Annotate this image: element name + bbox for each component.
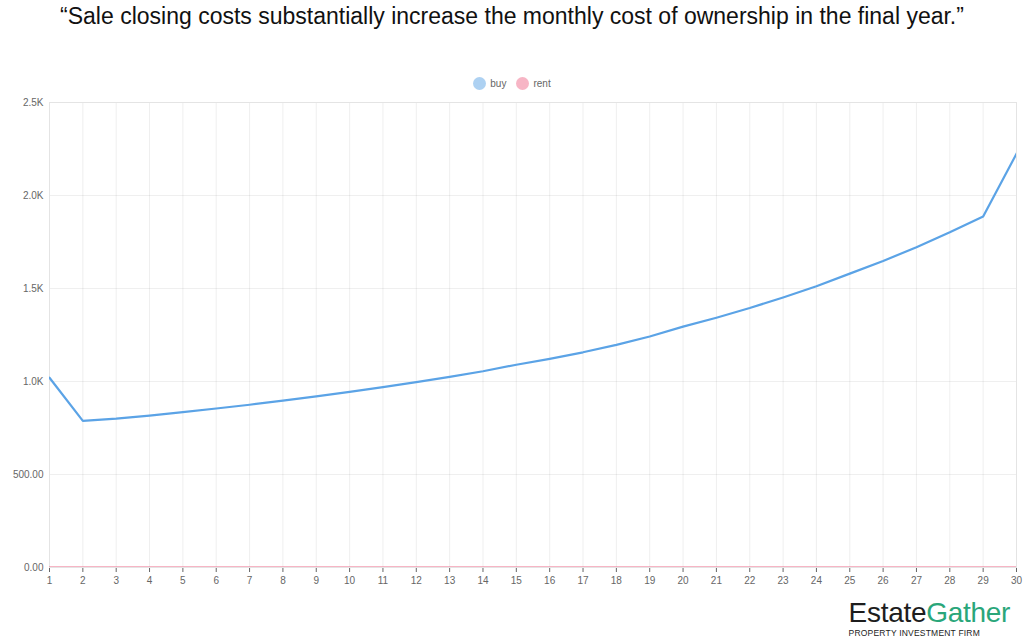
svg-text:8: 8 (280, 575, 286, 586)
svg-text:10: 10 (344, 575, 356, 586)
svg-text:18: 18 (611, 575, 623, 586)
svg-text:20: 20 (677, 575, 689, 586)
svg-text:22: 22 (744, 575, 756, 586)
svg-text:4: 4 (147, 575, 153, 586)
svg-text:3: 3 (113, 575, 119, 586)
svg-text:15: 15 (511, 575, 523, 586)
svg-text:14: 14 (477, 575, 489, 586)
svg-text:2.5K: 2.5K (23, 97, 44, 108)
html-text:rent: rent (533, 77, 551, 89)
svg-text:5: 5 (180, 575, 186, 586)
svg-text:23: 23 (778, 575, 790, 586)
svg-text:13: 13 (444, 575, 456, 586)
svg-text:1.0K: 1.0K (23, 376, 44, 387)
svg-text:1.5K: 1.5K (23, 283, 44, 294)
svg-text:27: 27 (911, 575, 923, 586)
svg-text:0.00: 0.00 (24, 562, 44, 573)
svg-text:9: 9 (313, 575, 319, 586)
svg-text:500.00: 500.00 (13, 469, 44, 480)
svg-text:2: 2 (80, 575, 86, 586)
svg-text:11: 11 (378, 575, 389, 586)
html-text:PROPERTY INVESTMENT FIRM: PROPERTY INVESTMENT FIRM (848, 628, 980, 638)
svg-text:21: 21 (711, 575, 723, 586)
svg-text:29: 29 (978, 575, 990, 586)
svg-text:30: 30 (1011, 575, 1023, 586)
svg-text:16: 16 (544, 575, 556, 586)
svg-text:2.0K: 2.0K (23, 190, 44, 201)
svg-text:7: 7 (247, 575, 253, 586)
html-text:buy: buy (490, 77, 507, 89)
html-text:Estate Gather: Estate Gather (848, 597, 1010, 628)
svg-text:26: 26 (878, 575, 890, 586)
svg-text:24: 24 (811, 575, 823, 586)
svg-text:19: 19 (644, 575, 656, 586)
svg-text:6: 6 (213, 575, 219, 586)
svg-text:28: 28 (944, 575, 956, 586)
svg-text:1: 1 (47, 575, 53, 586)
svg-text:12: 12 (411, 575, 423, 586)
html-text:“Sale closing costs substantia: “Sale closing costs substantially increa… (60, 3, 964, 29)
svg-text:25: 25 (844, 575, 856, 586)
svg-text:17: 17 (577, 575, 589, 586)
